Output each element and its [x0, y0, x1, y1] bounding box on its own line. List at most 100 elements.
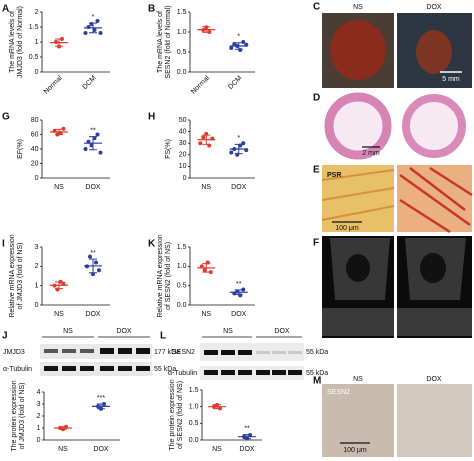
- y-tick-label: 2: [35, 263, 39, 270]
- x-tick-label: DOX: [85, 184, 101, 191]
- x-tick-label: NS: [201, 311, 211, 318]
- error-bar: [243, 434, 251, 440]
- x-tick-label: NS: [54, 184, 64, 191]
- x-tick-label: Normal: [190, 74, 211, 95]
- y-tick-label: 40: [179, 128, 187, 135]
- error-bar: [202, 263, 211, 273]
- panel-label: D: [313, 93, 320, 104]
- m-mode: [322, 308, 394, 336]
- y-axis-label: EF(%): [17, 139, 24, 159]
- bands: [256, 351, 302, 354]
- size-label: 55 kDa: [306, 349, 328, 356]
- row-label: JMJD3: [3, 349, 25, 356]
- group-label: DOX: [116, 328, 132, 335]
- panel-label: C: [313, 2, 320, 13]
- error-bar: [55, 128, 63, 135]
- point: [83, 31, 88, 35]
- y-tick-label: 1.0: [177, 29, 187, 36]
- photo: [322, 384, 394, 457]
- scale-label: 2 mm: [362, 150, 380, 157]
- column-label: DOX: [426, 4, 442, 11]
- error-bar: [55, 38, 63, 47]
- y-tick-label: 2: [35, 9, 39, 16]
- point: [97, 268, 101, 273]
- stain-label: SESN2: [327, 389, 350, 396]
- y-tick-label: 0: [183, 175, 187, 182]
- y-tick-label: 0: [37, 437, 41, 444]
- blot: [40, 362, 152, 376]
- scale-label: 100 μm: [343, 447, 367, 454]
- y-axis-label: FS(%): [165, 139, 172, 159]
- error-bar: [202, 134, 211, 145]
- x-tick-label: DCM: [81, 75, 97, 91]
- x-tick-label: NS: [54, 311, 64, 318]
- y-tick-label: 0.5: [189, 420, 199, 427]
- error-bar: [89, 136, 97, 151]
- panel-label: J: [2, 331, 8, 342]
- y-tick-label: 30: [179, 140, 187, 147]
- y-tick-label: 1.5: [189, 387, 199, 394]
- y-tick-label: 3: [35, 244, 39, 251]
- significance: *: [237, 135, 240, 142]
- y-tick-label: 1: [37, 425, 41, 432]
- error-bar: [234, 289, 243, 296]
- panel-label: F: [313, 238, 319, 249]
- y-tick-label: 50: [179, 117, 187, 124]
- error-bar: [89, 258, 97, 274]
- scale-label: 100 μm: [335, 225, 359, 232]
- y-tick-label: 20: [31, 160, 39, 167]
- panel-label: I: [2, 239, 5, 250]
- significance: *: [92, 14, 95, 21]
- error-bar: [97, 403, 105, 410]
- row-label: α-Tubulin: [3, 366, 32, 373]
- heart: [416, 30, 452, 74]
- point: [229, 150, 234, 155]
- y-tick-label: 40: [31, 146, 39, 153]
- x-tick-label: DCM: [227, 75, 243, 91]
- section: [324, 92, 392, 160]
- significance: *: [237, 34, 240, 41]
- y-tick-label: 0.0: [189, 437, 199, 444]
- size-label: 55 kDa: [306, 370, 328, 377]
- y-axis-label: of SESN2 (fold of NS): [165, 242, 172, 310]
- y-tick-label: 0.0: [177, 69, 187, 76]
- y-tick-label: 0: [35, 175, 39, 182]
- y-tick-label: 1.5: [177, 9, 187, 16]
- y-tick-label: 0.5: [29, 54, 39, 61]
- y-tick-label: 1: [35, 39, 39, 46]
- y-tick-label: 0: [35, 69, 39, 76]
- significance: ***: [97, 395, 105, 402]
- panel-label: L: [160, 331, 166, 342]
- y-axis-label: of SESN2 (fold of NS): [177, 381, 184, 449]
- blot: [40, 344, 152, 359]
- point: [88, 254, 92, 259]
- y-axis-label: The protein expression: [11, 380, 18, 451]
- chamber: [346, 254, 370, 282]
- error-bar: [234, 143, 243, 155]
- y-tick-label: 0.0: [177, 302, 187, 309]
- y-axis-label: of JMJD3 (fold of NS): [17, 243, 24, 310]
- y-axis-label: JMJD3 (fold of Normal): [17, 6, 24, 78]
- error-bar: [55, 281, 63, 290]
- y-tick-label: 4: [37, 389, 41, 396]
- x-tick-label: NS: [212, 446, 222, 453]
- y-tick-label: 1.5: [177, 244, 187, 251]
- point: [208, 270, 213, 275]
- panel-label: B: [148, 4, 155, 15]
- point: [98, 150, 103, 155]
- y-tick-label: 20: [179, 152, 187, 159]
- x-tick-label: DOX: [231, 184, 247, 191]
- size-label: 55 kDa: [154, 366, 176, 373]
- error-bar: [89, 22, 97, 34]
- y-axis-label: The protein expression: [169, 379, 176, 450]
- section: [402, 94, 466, 158]
- point: [94, 260, 98, 265]
- point: [229, 46, 234, 50]
- x-tick-label: DOX: [231, 311, 247, 318]
- column-label: NS: [353, 4, 363, 11]
- bands: [44, 348, 150, 371]
- x-tick-label: DOX: [93, 446, 109, 453]
- panel-label: E: [313, 165, 320, 176]
- point: [95, 19, 100, 23]
